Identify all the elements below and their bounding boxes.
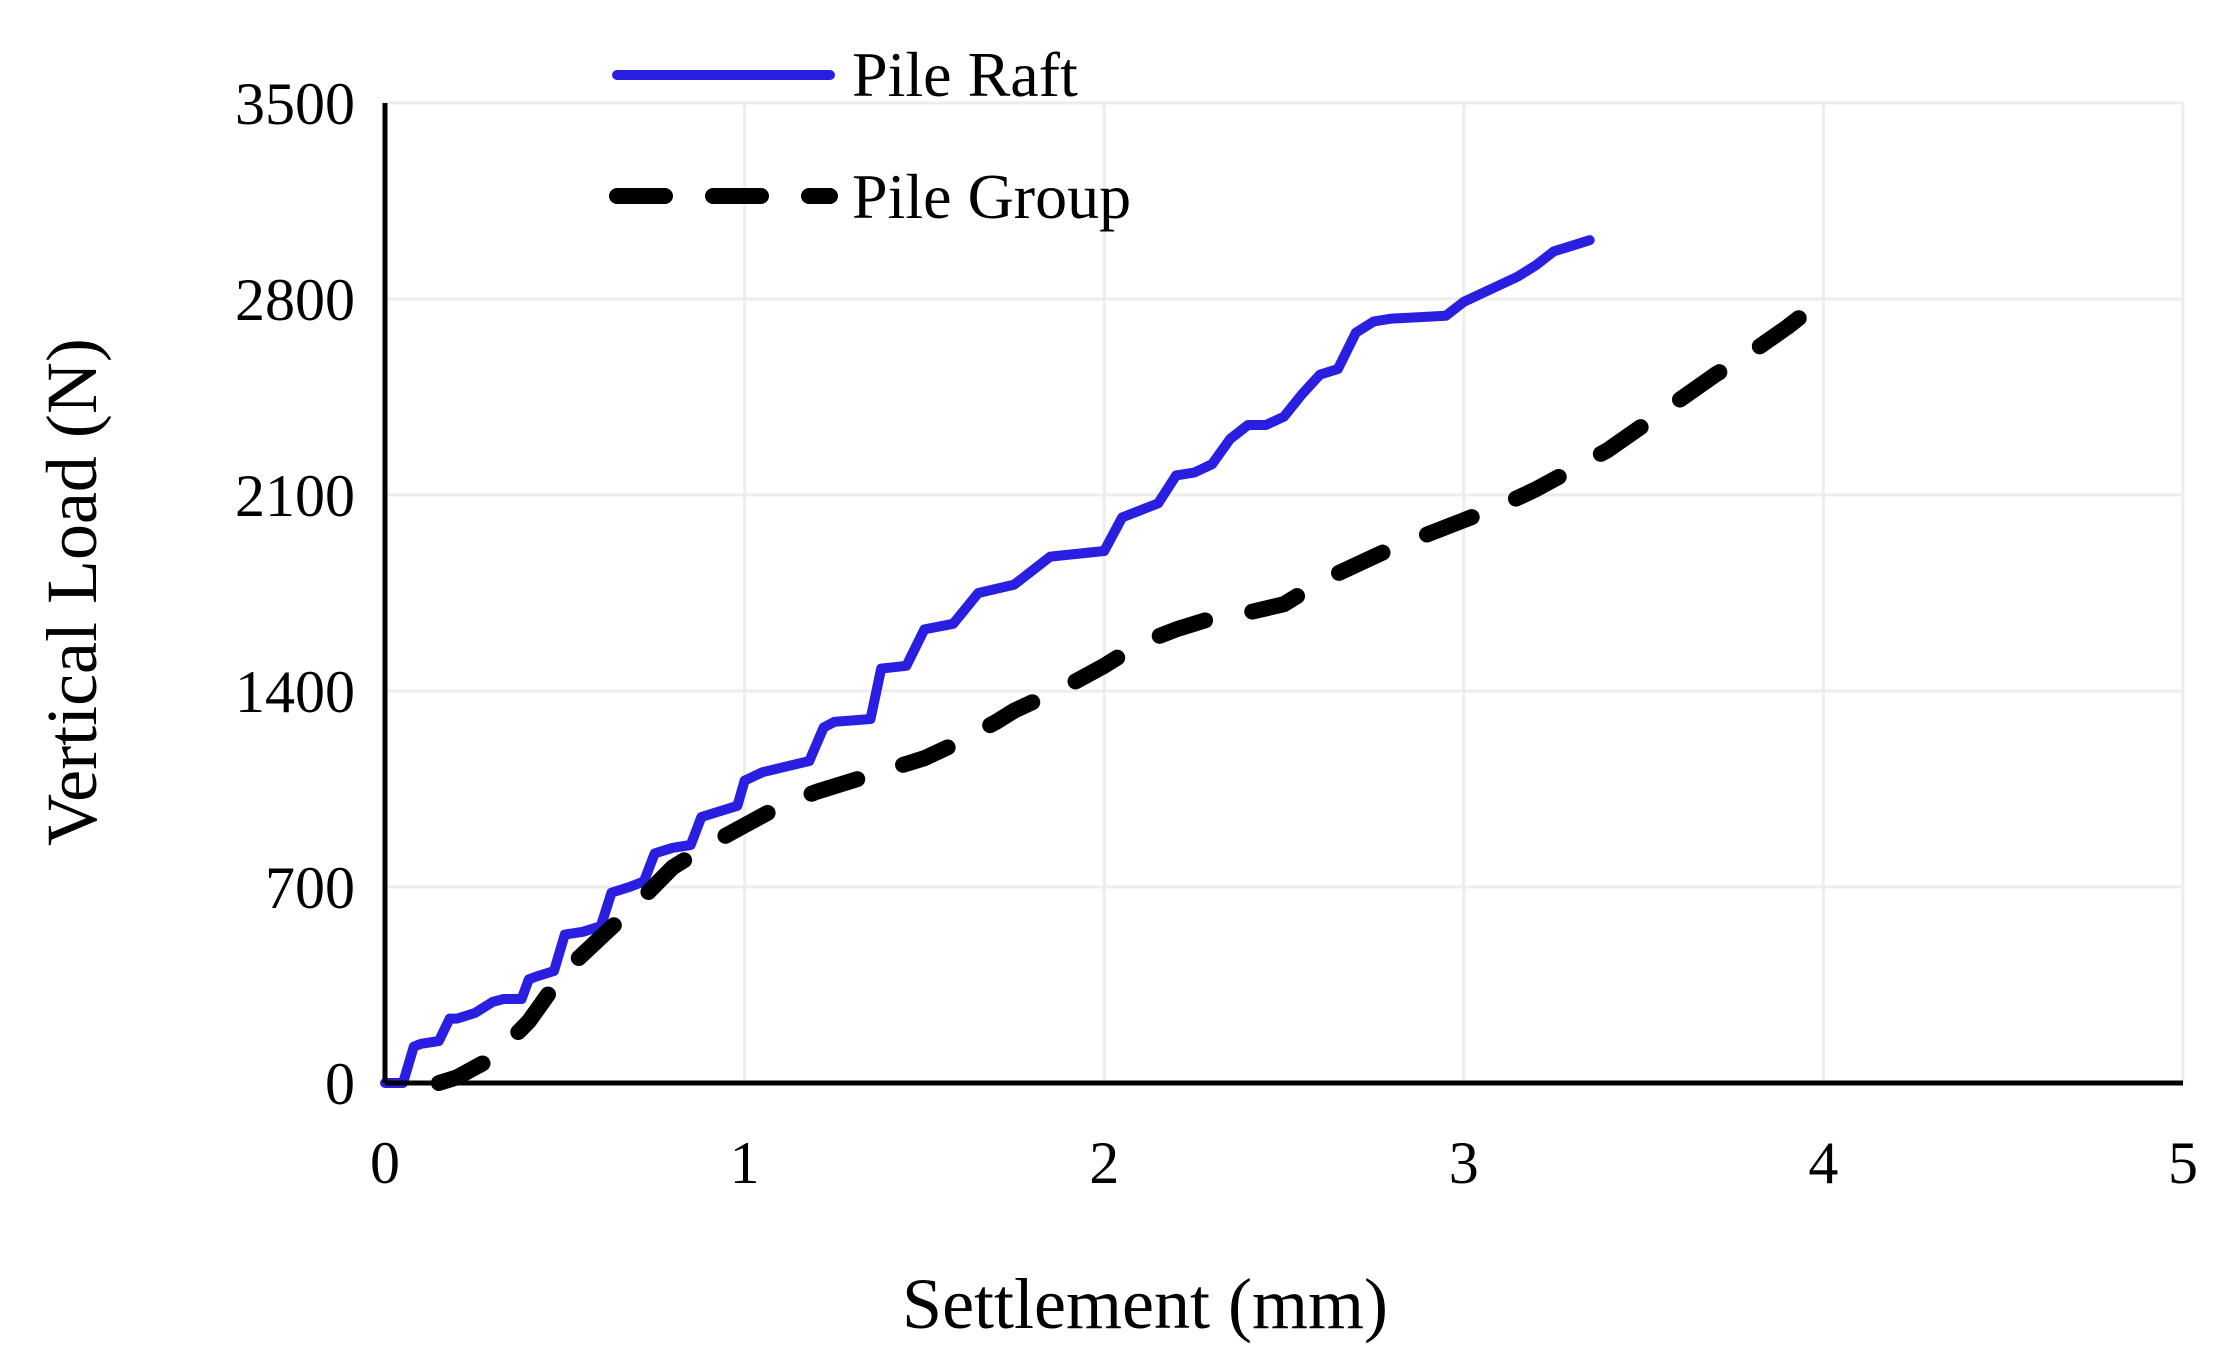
series-layer: [380, 235, 1832, 1091]
y-tick-label: 2800: [235, 267, 355, 333]
x-tick-label: 1: [730, 1130, 760, 1196]
legend: Pile Raft Pile Group: [609, 39, 1131, 232]
grid-lines: [383, 101, 2185, 1085]
legend-label-pile-raft: Pile Raft: [852, 39, 1078, 110]
x-tick-label: 2: [1089, 1130, 1119, 1196]
series-line-pile-group: [430, 291, 1832, 1091]
y-axis-title: Vertical Load (N): [32, 338, 112, 846]
y-tick-label: 2100: [235, 463, 355, 529]
y-tick-label: 3500: [235, 71, 355, 137]
y-tick-labels: 0 700 1400 2100 2800 3500: [235, 71, 355, 1117]
x-tick-label: 4: [1808, 1130, 1838, 1196]
x-axis-title: Settlement (mm): [902, 1264, 1388, 1344]
y-tick-label: 700: [265, 855, 355, 921]
y-tick-label: 0: [325, 1051, 355, 1117]
x-tick-label: 5: [2168, 1130, 2198, 1196]
x-tick-label: 3: [1449, 1130, 1479, 1196]
y-tick-label: 1400: [235, 659, 355, 725]
legend-label-pile-group: Pile Group: [852, 161, 1131, 232]
series-line-pile-raft: [380, 235, 1595, 1088]
axes: [382, 103, 2183, 1086]
x-tick-labels: 0 1 2 3 4 5: [370, 1130, 2198, 1196]
x-tick-label: 0: [370, 1130, 400, 1196]
